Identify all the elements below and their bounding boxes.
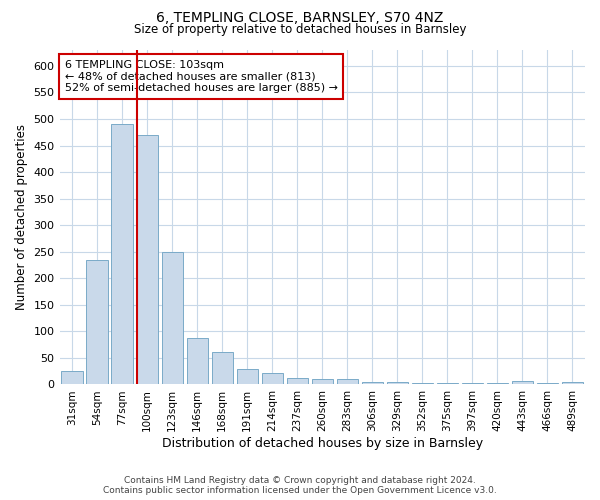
Text: Contains HM Land Registry data © Crown copyright and database right 2024.
Contai: Contains HM Land Registry data © Crown c…	[103, 476, 497, 495]
Bar	[86, 260, 108, 384]
Bar	[262, 373, 283, 384]
Bar	[212, 352, 233, 384]
Bar	[337, 379, 358, 384]
Bar	[562, 382, 583, 384]
Bar	[387, 382, 408, 384]
Bar	[136, 135, 158, 384]
Bar	[362, 382, 383, 384]
Bar	[287, 378, 308, 384]
Text: Size of property relative to detached houses in Barnsley: Size of property relative to detached ho…	[134, 22, 466, 36]
Bar	[512, 380, 533, 384]
Bar	[412, 383, 433, 384]
X-axis label: Distribution of detached houses by size in Barnsley: Distribution of detached houses by size …	[162, 437, 483, 450]
Bar	[161, 252, 183, 384]
Bar	[311, 379, 333, 384]
Bar	[112, 124, 133, 384]
Bar	[236, 368, 258, 384]
Bar	[61, 371, 83, 384]
Text: 6 TEMPLING CLOSE: 103sqm
← 48% of detached houses are smaller (813)
52% of semi-: 6 TEMPLING CLOSE: 103sqm ← 48% of detach…	[65, 60, 338, 93]
Y-axis label: Number of detached properties: Number of detached properties	[15, 124, 28, 310]
Text: 6, TEMPLING CLOSE, BARNSLEY, S70 4NZ: 6, TEMPLING CLOSE, BARNSLEY, S70 4NZ	[157, 11, 443, 25]
Bar	[187, 338, 208, 384]
